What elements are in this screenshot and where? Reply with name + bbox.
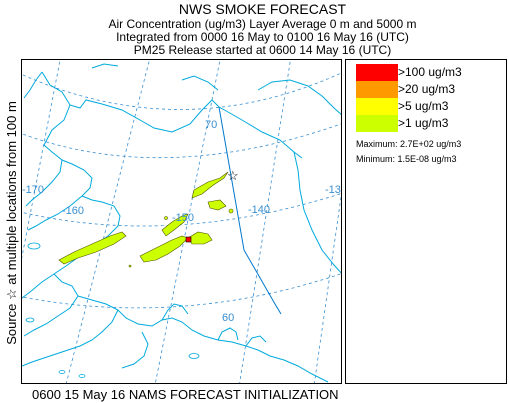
graticule-lon-140 (239, 60, 291, 383)
smoke-map: ☆ -170 -160 -150 -140 -130 70 60 (21, 59, 342, 384)
smoke-plumes (58, 171, 234, 268)
legend-label-20: >20 ug/m3 (398, 82, 456, 96)
legend-minimum: Minimum: 1.5E-08 ug/m3 (356, 154, 457, 164)
legend-item-100: >100 ug/m3 (356, 64, 506, 82)
label-lat-70: 70 (205, 119, 217, 131)
label-lon-140: -140 (248, 204, 270, 216)
plume-source-area (187, 231, 213, 245)
forecast-footer: 0600 15 May 16 NAMS FORECAST INITIALIZAT… (32, 387, 339, 402)
label-lon-150: -150 (172, 212, 194, 224)
graticule-labels: -170 -160 -150 -140 -130 70 60 (22, 119, 342, 324)
label-lon-160: -160 (62, 205, 84, 217)
islands (25, 242, 200, 378)
legend-maximum: Maximum: 2.7E+02 ug/m3 (356, 139, 462, 149)
graticule-lon-160 (65, 60, 150, 383)
label-lat-60: 60 (222, 312, 234, 324)
subtitle-concentration: Air Concentration (ug/m3) Layer Average … (108, 17, 417, 31)
legend-swatch-yellow (356, 98, 398, 115)
plume-northeast (191, 171, 229, 199)
chart-title: NWS SMOKE FORECAST (178, 1, 347, 17)
plume-dot-north (164, 216, 168, 220)
graticule-lat-60 (22, 273, 341, 309)
graticule-lon-170 (22, 60, 61, 259)
source-side-label-text: Source ☆ at multiple locations from 100 … (4, 101, 19, 345)
label-lon-170: -170 (22, 184, 44, 196)
source-marker: ☆ (227, 168, 239, 183)
graticule-lon-130 (314, 194, 341, 383)
legend-label-1: >1 ug/m3 (398, 116, 449, 130)
legend-swatch-orange (356, 81, 398, 98)
legend-swatch-red (356, 64, 398, 81)
legend-label-100: >100 ug/m3 (398, 65, 462, 79)
legend-label-5: >5 ug/m3 (398, 99, 449, 113)
plume-east-patch (207, 199, 227, 211)
legend-item-1: >1 ug/m3 (356, 115, 506, 133)
map-svg: ☆ -170 -160 -150 -140 -130 70 60 (22, 60, 342, 383)
plume-west (58, 231, 127, 265)
legend-item-5: >5 ug/m3 (356, 98, 506, 116)
plume-dot-east (228, 208, 234, 214)
label-lon-130: -130 (325, 184, 342, 196)
plume-central-main (139, 235, 189, 263)
plume-core-high (185, 236, 192, 243)
graticule-lat-65 (22, 193, 341, 227)
legend-item-20: >20 ug/m3 (356, 81, 506, 99)
graticule-lat-75 (22, 72, 341, 110)
graticule-lat-70 (22, 123, 341, 159)
plume-central-small (161, 213, 189, 237)
us-canada-border (218, 106, 282, 315)
legend-swatch-green (356, 115, 398, 132)
subtitle-release: PM25 Release started at 0600 14 May 16 (… (133, 43, 392, 57)
plume-dot-south (128, 264, 132, 268)
legend-panel: >100 ug/m3 >20 ug/m3 >5 ug/m3 >1 ug/m3 M… (345, 59, 507, 384)
subtitle-integration: Integrated from 0000 16 May to 0100 16 M… (116, 30, 409, 44)
